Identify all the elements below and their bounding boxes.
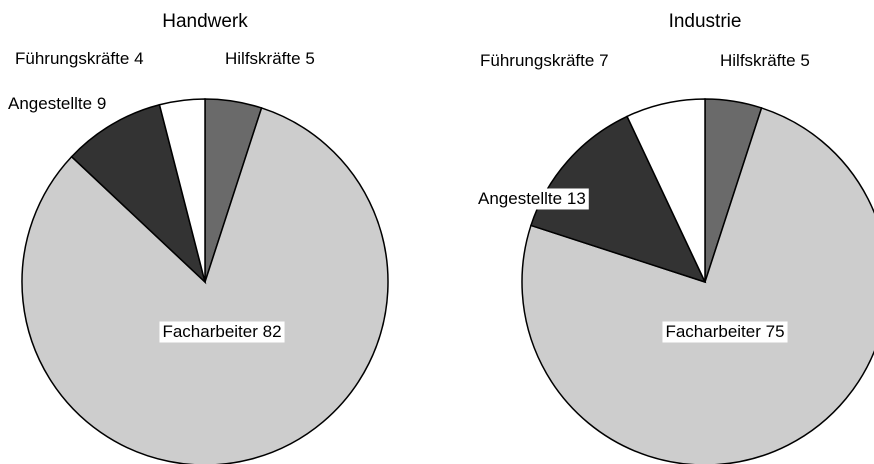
slice-category: Facharbeiter: [162, 322, 258, 341]
slice-category: Hilfskräfte: [225, 49, 301, 68]
slice-category: Facharbeiter: [665, 322, 761, 341]
pie-slice: [521, 107, 874, 464]
label-background: [5, 93, 110, 115]
slice-category: Angestellte: [8, 94, 92, 113]
slice-label-group: Führungskräfte 7: [480, 51, 609, 70]
slice-label-group: Angestellte 13: [475, 188, 589, 210]
pie-slice: [70, 103, 207, 285]
slice-value: 5: [305, 49, 314, 68]
slice-category: Führungskräfte: [15, 49, 129, 68]
slice-value: 5: [800, 51, 809, 70]
slice-label: Führungskräfte 7: [480, 51, 609, 70]
slice-label-group: Angestellte 9: [5, 93, 110, 115]
slice-label-group: Facharbeiter 82: [159, 321, 285, 343]
pie-slice: [626, 98, 706, 283]
label-background: [475, 188, 589, 210]
label-background: [159, 321, 285, 343]
label-background: [662, 321, 788, 343]
slice-label: Angestellte 13: [478, 189, 586, 208]
pie-slice: [158, 98, 206, 283]
slice-label: Facharbeiter 82: [162, 322, 281, 341]
slice-value: 9: [97, 94, 106, 113]
slice-value: 7: [599, 51, 608, 70]
slice-label-group: Hilfskräfte 5: [225, 49, 315, 68]
pie-slice: [530, 115, 707, 284]
slice-label: Facharbeiter 75: [665, 322, 784, 341]
slice-label-group: Facharbeiter 75: [662, 321, 788, 343]
slice-label-group: Führungskräfte 4: [15, 49, 144, 68]
slice-label-group: Hilfskräfte 5: [720, 51, 810, 70]
slice-value: 82: [263, 322, 282, 341]
slice-value: 4: [134, 49, 143, 68]
slice-label: Führungskräfte 4: [15, 49, 144, 68]
chart-title: Industrie: [669, 11, 742, 32]
slice-label: Hilfskräfte 5: [225, 49, 315, 68]
slice-value: 13: [567, 189, 586, 208]
slice-category: Führungskräfte: [480, 51, 594, 70]
chart-title: Handwerk: [162, 11, 248, 32]
slice-value: 75: [766, 322, 785, 341]
slice-category: Angestellte: [478, 189, 562, 208]
slice-label: Hilfskräfte 5: [720, 51, 810, 70]
slice-label: Angestellte 9: [8, 94, 106, 113]
slice-category: Hilfskräfte: [720, 51, 796, 70]
